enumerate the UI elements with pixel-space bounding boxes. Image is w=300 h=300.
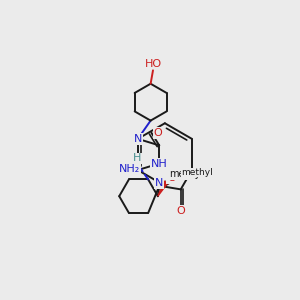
Polygon shape [158,181,168,196]
Text: methyl: methyl [169,169,203,179]
Text: N: N [134,134,142,144]
Text: H: H [133,154,141,164]
Text: HO: HO [144,58,162,68]
Text: O: O [176,206,185,216]
Text: O: O [167,173,176,184]
Text: N: N [155,178,164,188]
Text: NH₂: NH₂ [119,164,140,174]
Text: O: O [154,128,162,138]
Text: NH: NH [151,158,168,169]
Text: methyl: methyl [182,168,213,177]
